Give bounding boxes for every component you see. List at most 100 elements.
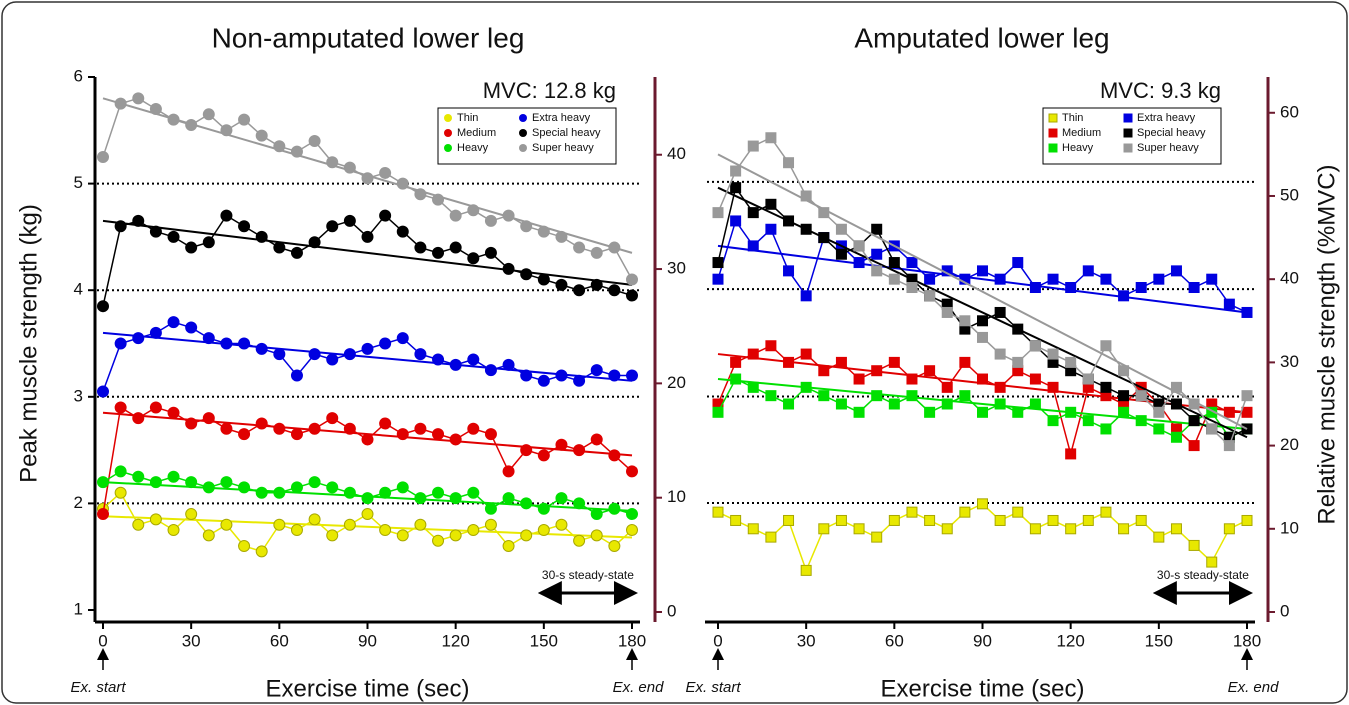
point bbox=[379, 486, 392, 499]
point bbox=[871, 365, 883, 377]
point bbox=[1012, 506, 1024, 518]
legend-label: Super heavy bbox=[1137, 142, 1199, 154]
point bbox=[432, 486, 445, 499]
point bbox=[924, 406, 936, 418]
point bbox=[132, 412, 145, 425]
legend-label: Heavy bbox=[1062, 142, 1094, 154]
point bbox=[484, 518, 497, 531]
point bbox=[308, 134, 321, 147]
point bbox=[590, 508, 603, 521]
point bbox=[97, 385, 109, 398]
point bbox=[1118, 523, 1130, 535]
point bbox=[502, 262, 515, 275]
point bbox=[783, 514, 795, 526]
y2-tick-label: 30 bbox=[667, 259, 686, 278]
point bbox=[185, 118, 198, 131]
point bbox=[361, 172, 374, 185]
point bbox=[149, 476, 162, 489]
point bbox=[888, 273, 900, 285]
legend-marker bbox=[1123, 128, 1133, 138]
point bbox=[414, 518, 427, 531]
point bbox=[871, 223, 883, 235]
legend-box bbox=[1042, 107, 1222, 165]
point bbox=[977, 315, 988, 327]
point bbox=[747, 207, 759, 219]
point bbox=[765, 340, 777, 352]
point bbox=[273, 486, 286, 499]
point bbox=[97, 300, 109, 313]
point bbox=[1241, 406, 1253, 418]
point bbox=[1170, 265, 1182, 277]
point bbox=[626, 289, 638, 302]
point bbox=[255, 129, 268, 142]
point bbox=[712, 406, 724, 418]
point bbox=[608, 502, 621, 515]
point bbox=[800, 381, 812, 393]
point bbox=[994, 514, 1006, 526]
x-axis-label: Exercise time (sec) bbox=[265, 675, 469, 702]
point bbox=[97, 476, 109, 489]
point bbox=[747, 240, 759, 252]
point bbox=[202, 236, 215, 249]
point bbox=[379, 524, 392, 537]
point bbox=[1118, 406, 1130, 418]
point bbox=[1153, 423, 1165, 435]
legend-marker bbox=[1123, 113, 1133, 123]
point bbox=[343, 422, 356, 435]
point bbox=[959, 506, 971, 518]
point bbox=[273, 422, 286, 435]
point bbox=[185, 321, 198, 334]
point bbox=[290, 428, 303, 441]
point bbox=[308, 513, 321, 526]
trend-line bbox=[717, 153, 1248, 430]
point bbox=[114, 337, 127, 350]
point bbox=[396, 177, 409, 190]
point bbox=[255, 486, 268, 499]
point bbox=[167, 316, 180, 329]
point bbox=[202, 481, 215, 494]
point bbox=[326, 529, 339, 542]
point bbox=[167, 230, 180, 243]
point bbox=[238, 337, 251, 350]
point bbox=[255, 545, 268, 558]
y-tick-label: 40 bbox=[1280, 269, 1299, 288]
point bbox=[1135, 415, 1147, 427]
point bbox=[1029, 398, 1041, 410]
trend-line bbox=[717, 244, 1248, 314]
point bbox=[167, 524, 180, 537]
point bbox=[1082, 415, 1094, 427]
point bbox=[924, 273, 936, 285]
point bbox=[888, 514, 900, 526]
point bbox=[537, 273, 550, 286]
legend-label: Thin bbox=[457, 112, 478, 124]
point bbox=[132, 518, 145, 531]
x-tick-label: 120 bbox=[441, 631, 469, 650]
y-axis-label: Peak muscle strength (kg) bbox=[15, 204, 42, 483]
point bbox=[273, 348, 286, 361]
point bbox=[396, 428, 409, 441]
point bbox=[185, 241, 198, 254]
point bbox=[853, 240, 865, 252]
point bbox=[818, 365, 830, 377]
point bbox=[835, 398, 847, 410]
point bbox=[800, 348, 812, 360]
point bbox=[185, 508, 198, 521]
point bbox=[414, 492, 427, 505]
point bbox=[1223, 440, 1235, 452]
point bbox=[906, 506, 918, 518]
point bbox=[537, 449, 550, 462]
point bbox=[1118, 290, 1130, 302]
point bbox=[994, 306, 1006, 318]
point bbox=[1188, 282, 1200, 294]
point bbox=[432, 428, 445, 441]
point bbox=[1170, 398, 1182, 410]
point bbox=[1012, 356, 1024, 368]
point bbox=[238, 481, 251, 494]
point bbox=[520, 497, 533, 510]
start-label: Ex. start bbox=[70, 679, 126, 696]
x-tick-label: 30 bbox=[182, 631, 201, 650]
point bbox=[1012, 257, 1024, 269]
point bbox=[1012, 406, 1024, 418]
point bbox=[608, 540, 621, 553]
point bbox=[238, 113, 251, 126]
